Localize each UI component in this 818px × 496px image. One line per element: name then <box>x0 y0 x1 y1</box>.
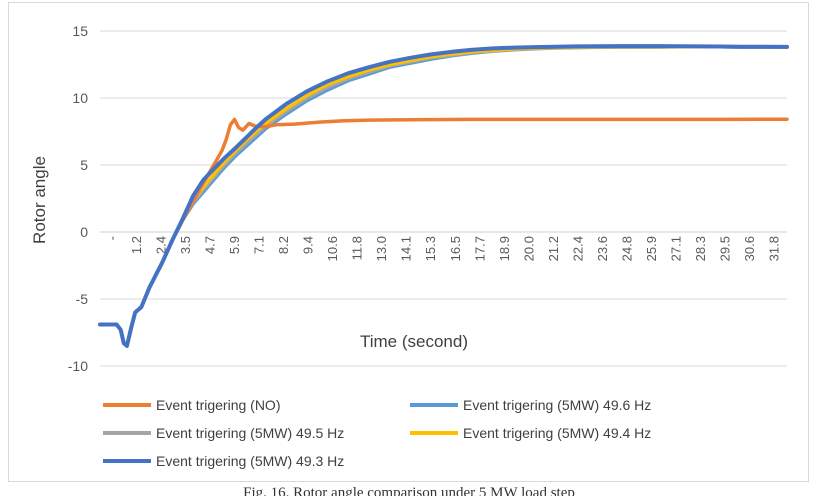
x-tick-label: 14.1 <box>399 236 414 261</box>
legend-label: Event trigering (5MW) 49.3 Hz <box>156 453 344 469</box>
x-axis-title: Time (second) <box>360 332 468 351</box>
y-tick-label: 10 <box>72 90 88 106</box>
x-tick-label: 9.4 <box>301 236 316 254</box>
x-tick-label: 11.8 <box>350 236 365 260</box>
x-tick-label: 16.5 <box>448 236 463 261</box>
x-tick-label: 17.7 <box>472 236 487 261</box>
y-axis-ticks: -10 -5 0 5 10 15 <box>68 23 88 374</box>
x-tick-label: 27.1 <box>669 236 684 261</box>
series-line <box>98 44 789 348</box>
x-tick-label: 13.0 <box>374 236 389 261</box>
line-chart: -10 -5 0 5 10 15 - 1.2 2.4 3.5 4.7 5.9 7.1 8.2 9.4 10.… <box>30 23 789 469</box>
x-tick-label: 31.8 <box>767 236 782 261</box>
gridlines <box>100 30 787 367</box>
series-line <box>98 117 789 348</box>
x-axis-ticks: - 1.2 2.4 3.5 4.7 5.9 7.1 8.2 9.4 10.6 11.8 13.0 14.… <box>104 236 781 261</box>
chart-area <box>8 2 809 482</box>
y-tick-label: -10 <box>68 358 88 374</box>
x-tick-label: 24.8 <box>620 236 635 261</box>
x-tick-label: 23.6 <box>595 236 610 261</box>
x-tick-label: - <box>104 236 119 240</box>
y-tick-label: 5 <box>80 157 88 173</box>
legend-label: Event trigering (5MW) 49.6 Hz <box>463 397 651 413</box>
x-tick-label: 7.1 <box>251 236 266 254</box>
x-tick-label: 25.9 <box>644 236 659 261</box>
y-tick-label: 0 <box>80 224 88 240</box>
x-tick-label: 4.7 <box>202 236 217 254</box>
figure-caption: Fig. 16. Rotor angle comparison under 5 … <box>243 485 575 496</box>
x-tick-label: 2.4 <box>153 236 168 254</box>
x-tick-label: 5.9 <box>227 236 242 254</box>
y-tick-label: 15 <box>72 23 88 39</box>
x-tick-label: 29.5 <box>718 236 733 261</box>
y-tick-label: -5 <box>76 291 89 307</box>
x-tick-label: 21.2 <box>546 236 561 261</box>
legend-label: Event trigering (5MW) 49.4 Hz <box>463 425 651 441</box>
x-tick-label: 18.9 <box>497 236 512 261</box>
x-tick-label: 20.0 <box>521 236 536 261</box>
x-tick-label: 15.3 <box>423 236 438 261</box>
x-tick-label: 10.6 <box>325 236 340 261</box>
x-tick-label: 3.5 <box>178 236 193 254</box>
legend-label: Event trigering (5MW) 49.5 Hz <box>156 425 344 441</box>
series-line <box>98 44 789 348</box>
series-lines <box>98 44 789 348</box>
x-tick-label: 1.2 <box>129 236 144 254</box>
x-tick-label: 8.2 <box>276 236 291 254</box>
legend: Event trigering (NO) Event trigering (5MW… <box>103 397 651 469</box>
series-line <box>98 45 789 348</box>
y-axis-title: Rotor angle <box>30 156 49 244</box>
x-tick-label: 30.6 <box>742 236 757 261</box>
x-tick-label: 22.4 <box>570 236 585 261</box>
legend-label: Event trigering (NO) <box>156 397 280 413</box>
x-tick-label: 28.3 <box>693 236 708 261</box>
series-line <box>98 45 789 348</box>
